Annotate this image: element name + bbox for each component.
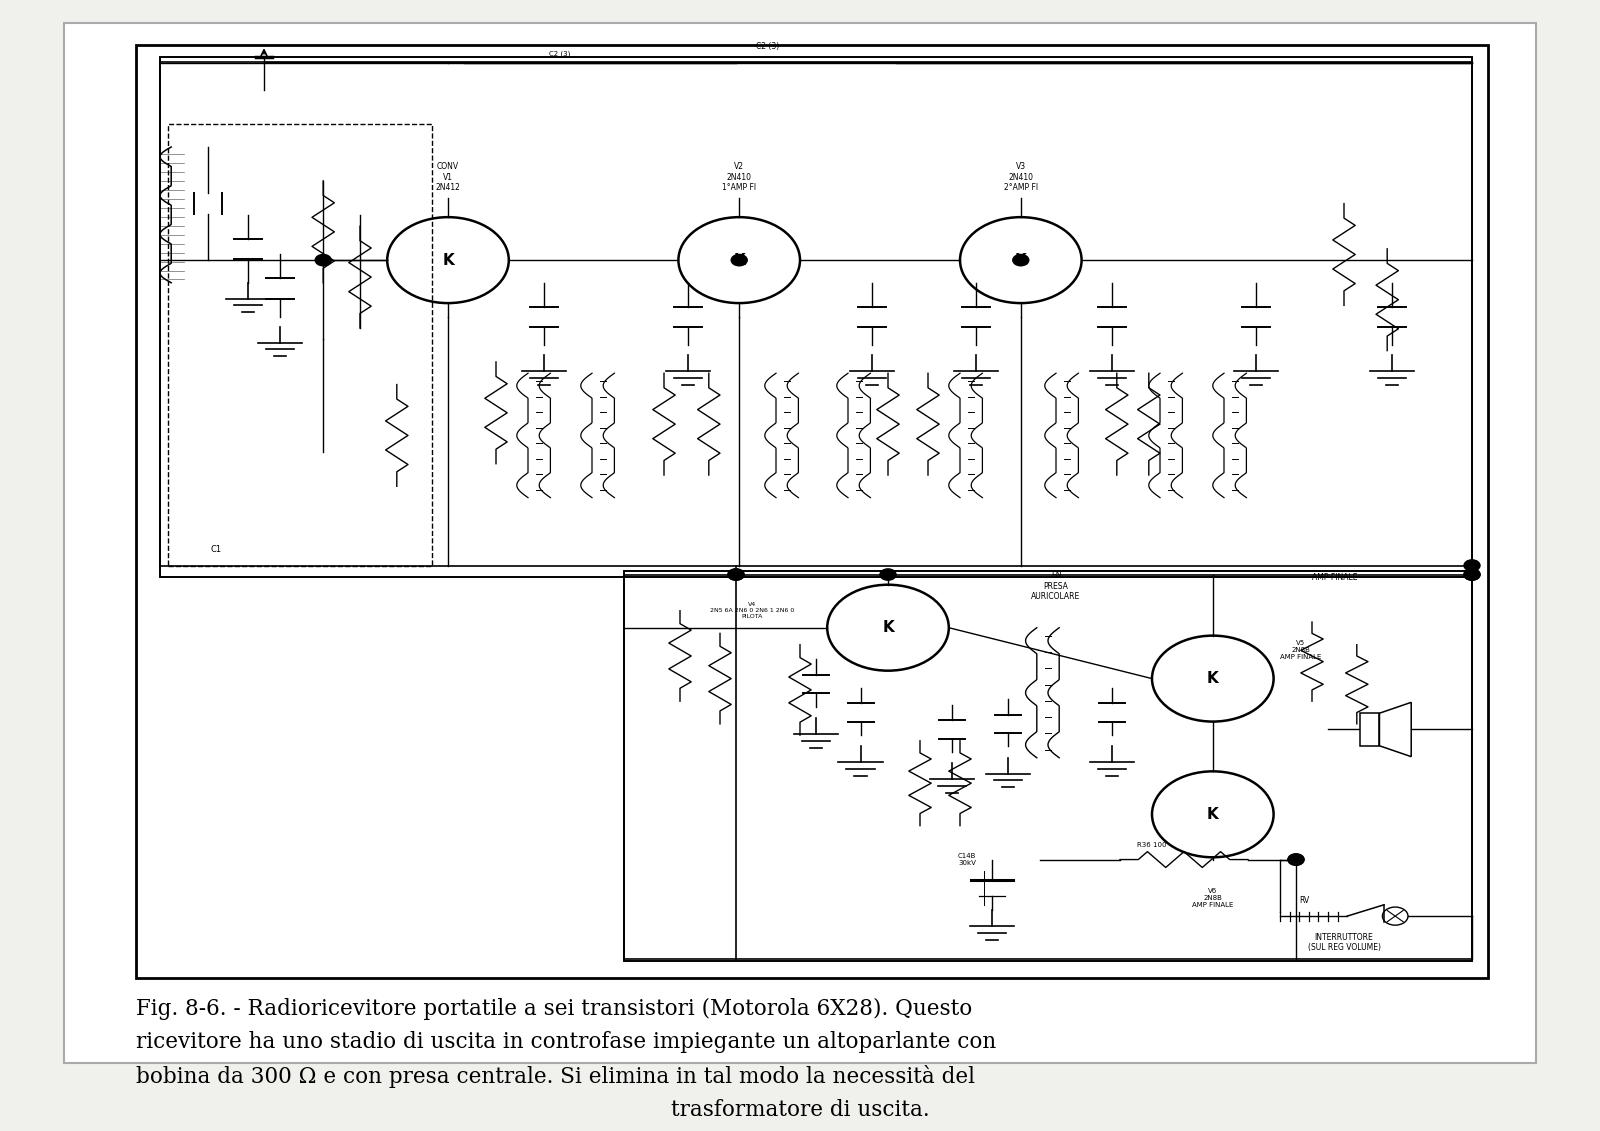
Text: V4
2N5 6A 2N6 0 2N6 1 2N6 0
PILOTA: V4 2N5 6A 2N6 0 2N6 1 2N6 0 PILOTA: [710, 603, 794, 619]
Circle shape: [1464, 569, 1480, 580]
Circle shape: [728, 569, 744, 580]
Text: C1: C1: [211, 545, 221, 554]
Bar: [624, 571, 1472, 961]
Text: C2 (3): C2 (3): [549, 50, 571, 57]
Text: K: K: [442, 252, 454, 268]
Text: V2
2N410
1°AMP FI: V2 2N410 1°AMP FI: [722, 163, 757, 192]
Circle shape: [1288, 854, 1304, 865]
Text: K: K: [733, 252, 746, 268]
Circle shape: [880, 569, 896, 580]
Text: K: K: [1206, 671, 1219, 687]
Circle shape: [731, 254, 747, 266]
Text: ricevitore ha uno stadio di uscita in controfase impiegante un altoparlante con: ricevitore ha uno stadio di uscita in co…: [136, 1031, 997, 1053]
Bar: [1360, 714, 1379, 745]
Polygon shape: [1379, 702, 1411, 757]
Text: INTERRUTTORE
(SUL REG VOLUME): INTERRUTTORE (SUL REG VOLUME): [1307, 933, 1381, 952]
Circle shape: [1464, 569, 1480, 580]
Text: K: K: [882, 620, 894, 636]
Circle shape: [1288, 854, 1304, 865]
Circle shape: [315, 254, 331, 266]
Text: RV: RV: [1299, 896, 1309, 905]
Text: C2 (3): C2 (3): [757, 42, 779, 51]
Text: AMP FINALE: AMP FINALE: [1312, 573, 1357, 582]
Circle shape: [728, 569, 744, 580]
Text: CONV
V1
2N412: CONV V1 2N412: [435, 163, 461, 192]
Text: K: K: [1014, 252, 1027, 268]
Bar: [136, 45, 1488, 978]
Text: R36 100: R36 100: [1138, 843, 1166, 848]
Circle shape: [1464, 560, 1480, 571]
Text: Fig. 8-6. - Radioricevitore portatile a sei transistori (Motorola 6X28). Questo: Fig. 8-6. - Radioricevitore portatile a …: [136, 998, 973, 1020]
Bar: [160, 57, 1472, 577]
Circle shape: [1013, 254, 1029, 266]
Text: bobina da 300 Ω e con presa centrale. Si elimina in tal modo la necessità del: bobina da 300 Ω e con presa centrale. Si…: [136, 1065, 974, 1088]
Text: V5
2N8B
AMP FINALE: V5 2N8B AMP FINALE: [1280, 640, 1322, 661]
Text: V6
2N8B
AMP FINALE: V6 2N8B AMP FINALE: [1192, 888, 1234, 908]
Text: C14B
30kV: C14B 30kV: [958, 853, 976, 866]
Bar: [168, 124, 432, 566]
Text: V3
2N410
2°AMP FI: V3 2N410 2°AMP FI: [1003, 163, 1038, 192]
Text: trasformatore di uscita.: trasformatore di uscita.: [670, 1099, 930, 1121]
Text: K: K: [1206, 806, 1219, 822]
Text: EN
PRESA
AURICOLARE: EN PRESA AURICOLARE: [1032, 571, 1080, 601]
